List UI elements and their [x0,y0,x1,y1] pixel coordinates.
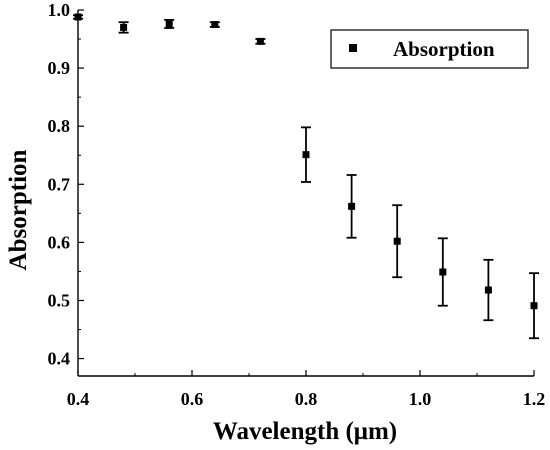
data-point [120,23,128,31]
axes: 0.4 0.5 0.6 0.7 0.8 0.9 1.0 0.4 0.6 0.8 1.0 1.2 [48,0,546,409]
x-axis-title: Wavelength (μm) [213,418,397,445]
x-tick-label: 1.2 [523,389,546,409]
x-tick-label: 0.4 [67,389,90,409]
data-point [439,268,447,276]
y-axis-title: Absorption [5,149,32,270]
y-tick-label: 0.9 [48,58,71,78]
legend-marker [349,44,357,52]
data-point [530,302,538,310]
y-tick-label: 0.6 [48,232,71,252]
data-point [302,151,310,159]
legend: Absorption [330,29,529,69]
x-tick-label: 1.0 [409,389,432,409]
y-tick-label: 1.0 [48,0,71,20]
data-point [165,20,173,28]
data-point [348,202,356,210]
plot-layer [73,13,539,340]
legend-label: Absorption [393,37,495,61]
y-tick-label: 0.8 [48,116,71,136]
legend-box [330,29,529,69]
data-point [393,237,401,245]
x-tick-label: 0.6 [181,389,204,409]
data-point [211,21,219,29]
y-tick-label: 0.5 [48,290,71,310]
data-point [256,37,264,45]
data-point [484,286,492,294]
x-tick-label: 0.8 [295,389,318,409]
y-tick-label: 0.4 [48,349,71,369]
y-tick-label: 0.7 [48,174,71,194]
